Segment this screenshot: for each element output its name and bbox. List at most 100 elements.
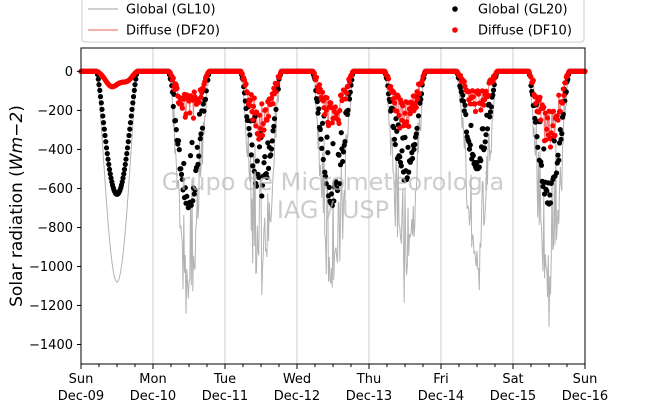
- global-gl20-point: [466, 146, 473, 152]
- global-gl20-point: [105, 156, 111, 162]
- watermark-line-2: IAG / USP: [277, 196, 389, 224]
- x-tick-label-date: Dec-16: [562, 389, 608, 404]
- global-gl20-point: [128, 113, 134, 119]
- global-gl20-point: [122, 161, 128, 167]
- diffuse-df10-point: [256, 136, 262, 142]
- global-gl20-point: [130, 100, 136, 106]
- global-gl20-point: [250, 163, 256, 169]
- global-gl20-point: [414, 125, 420, 131]
- x-axis: Sun Dec-09 Mon Dec-10 Tue Dec-11 Wed Dec-12 Thu D…: [58, 364, 608, 404]
- global-gl20-point: [184, 193, 190, 199]
- global-gl20-point: [126, 132, 132, 139]
- diffuse-df10-point: [550, 108, 557, 114]
- diffuse-df10-point: [270, 101, 276, 107]
- global-gl20-point: [175, 138, 182, 144]
- global-gl20-point: [326, 184, 332, 190]
- diffuse-df10-point: [475, 91, 482, 97]
- diffuse-df10-point: [416, 91, 422, 97]
- global-gl20-point: [98, 100, 104, 106]
- global-gl20-point: [405, 144, 411, 150]
- global-gl20-point: [319, 120, 326, 126]
- diffuse-df10-point: [337, 107, 343, 114]
- diffuse-df10-point: [260, 121, 266, 127]
- diffuse-df10-point: [325, 123, 332, 129]
- global-gl20-point: [328, 191, 335, 197]
- global-gl20-point: [192, 187, 198, 193]
- diffuse-df10-point: [541, 104, 547, 110]
- global-gl20-point: [256, 144, 263, 150]
- global-gl20-point: [254, 158, 260, 164]
- global-gl20-point: [556, 157, 562, 163]
- global-gl20-point: [202, 96, 209, 102]
- global-gl20-point: [490, 92, 496, 98]
- global-gl20-point: [187, 153, 194, 159]
- legend-diffuse-df20-label: Diffuse (DF20): [126, 24, 220, 39]
- diffuse-df10-point: [550, 123, 556, 129]
- global-gl20-point: [199, 125, 206, 131]
- legend: Global (GL10) Diffuse (DF20) Global (GL20)…: [81, 0, 585, 43]
- diffuse-df10-point: [328, 100, 334, 106]
- diffuse-df10-point: [415, 96, 421, 102]
- global-gl20-point: [130, 94, 137, 100]
- global-gl20-point: [127, 120, 134, 126]
- x-tick-label-day: Sun: [69, 372, 94, 387]
- global-gl20-point: [412, 141, 418, 148]
- y-axis: 0 −200 −400 −600 −800 −1000 −1200 −1400: [29, 65, 81, 353]
- global-gl20-point: [100, 113, 106, 119]
- global-gl20-point: [172, 117, 179, 124]
- global-gl20-point: [398, 163, 404, 169]
- legend-box: [81, 0, 585, 43]
- diffuse-df10-point: [537, 94, 543, 100]
- diffuse-df10-point: [391, 100, 398, 106]
- diffuse-df10-point: [544, 115, 551, 121]
- series-layer: [78, 68, 588, 327]
- x-tick-label-date: Dec-12: [274, 389, 320, 404]
- watermark-line-1: Grupo de Micrometeorologia: [162, 168, 504, 196]
- diffuse-df10-point: [479, 88, 485, 94]
- global-gl20-point: [338, 130, 344, 136]
- diffuse-df10-point: [555, 117, 561, 123]
- global-gl20-point: [557, 127, 563, 133]
- diffuse-df10-point: [332, 104, 338, 110]
- diffuse-df10-point: [461, 79, 467, 85]
- global-gl20-point: [532, 115, 538, 121]
- diffuse-df10-point: [402, 110, 408, 116]
- diffuse-df10-point: [406, 123, 412, 129]
- global-gl20-point: [173, 127, 179, 133]
- diffuse-df10-point: [481, 102, 487, 108]
- diffuse-df10-point: [259, 101, 265, 107]
- global-gl20-point: [271, 116, 278, 122]
- diffuse-df10-point: [419, 78, 425, 84]
- diffuse-df10-point: [396, 112, 402, 118]
- global-gl20-point: [399, 148, 405, 154]
- global-gl20-point: [488, 104, 494, 110]
- y-tick-label: −200: [37, 104, 73, 119]
- diffuse-df10-point: [253, 123, 259, 129]
- diffuse-df10-point: [181, 96, 187, 102]
- global-gl20-point: [409, 155, 416, 162]
- diffuse-df10-point: [538, 117, 544, 123]
- global-gl20-point: [104, 151, 110, 157]
- watermark: Grupo de Micrometeorologia IAG / USP: [162, 168, 504, 224]
- global-gl20-point: [195, 161, 201, 167]
- diffuse-df10-point: [485, 92, 491, 98]
- global-gl20-point: [256, 174, 262, 180]
- diffuse-df10-point: [239, 71, 245, 77]
- global-gl20-point: [480, 126, 486, 132]
- global-gl20-point: [265, 165, 272, 171]
- global-gl20-point: [190, 198, 196, 204]
- global-gl20-point: [487, 109, 494, 115]
- global-gl20-point: [394, 128, 400, 134]
- diffuse-df10-point: [548, 130, 554, 136]
- global-gl20-point: [316, 106, 322, 112]
- global-gl20-point: [198, 131, 204, 137]
- global-gl20-point: [483, 132, 489, 138]
- global-gl20-point: [249, 142, 255, 148]
- diffuse-df10-point: [472, 108, 479, 115]
- global-gl20-point: [314, 99, 320, 105]
- global-gl20-point: [106, 161, 112, 167]
- global-gl20-point: [188, 202, 194, 208]
- legend-global-gl20-label: Global (GL20): [478, 3, 568, 18]
- diffuse-df10-point: [170, 75, 176, 81]
- global-gl20-point: [261, 160, 267, 166]
